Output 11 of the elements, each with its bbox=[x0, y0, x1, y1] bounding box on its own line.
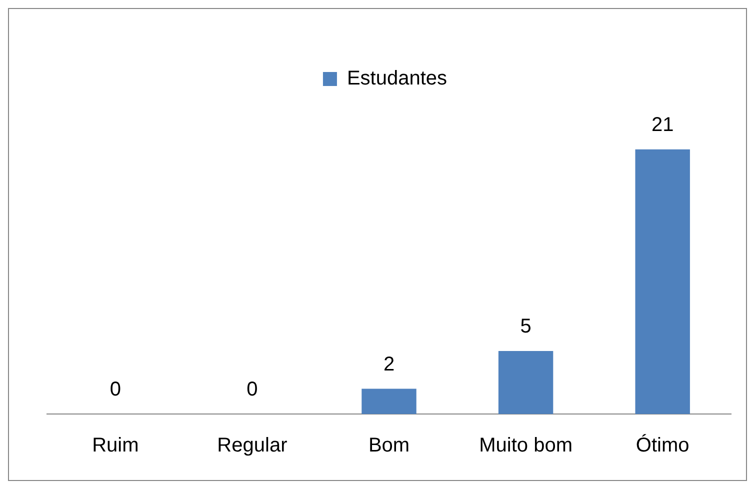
x-tick-label: Regular bbox=[217, 434, 288, 457]
data-label: 2 bbox=[383, 353, 395, 376]
x-tick-label: Bom bbox=[368, 434, 410, 457]
x-tick-label: Ótimo bbox=[636, 434, 690, 457]
x-tick-label: Muito bom bbox=[479, 434, 572, 457]
data-label: 0 bbox=[246, 378, 258, 401]
data-label: 21 bbox=[651, 114, 674, 136]
x-tick-label: Ruim bbox=[92, 434, 139, 457]
legend-label: Estudantes bbox=[346, 68, 448, 90]
data-label: 5 bbox=[520, 316, 532, 338]
data-label: 0 bbox=[110, 378, 121, 401]
